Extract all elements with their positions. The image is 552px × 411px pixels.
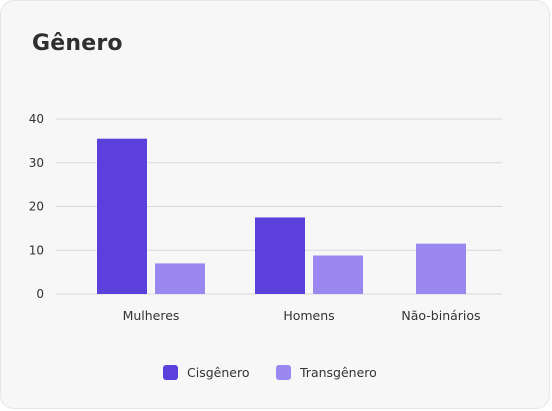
chart-title: Gênero — [32, 31, 123, 56]
y-tick-label-0: 0 — [36, 287, 44, 301]
bar-homens-cisgenero — [255, 217, 305, 294]
legend-item-cisgenero[interactable]: Cisgênero — [163, 365, 249, 380]
y-tick-label-30: 30 — [29, 156, 44, 170]
legend-swatch-cisgenero — [163, 365, 178, 380]
chart-legend: Cisgênero Transgênero — [1, 365, 551, 385]
bar-chart: 0 10 20 30 40 Mulheres Homens Não-binários — [29, 112, 502, 323]
legend-label-cisgenero: Cisgênero — [187, 365, 250, 380]
bar-homens-transgenero — [313, 255, 363, 294]
bar-n-o-bin-rios-transgenero — [416, 243, 466, 294]
y-tick-label-20: 20 — [29, 200, 44, 214]
y-tick-label-10: 10 — [29, 243, 44, 257]
y-tick-label-40: 40 — [29, 112, 44, 126]
legend-label-transgenero: Transgênero — [300, 365, 377, 380]
x-tick-label-0: Mulheres — [123, 308, 180, 323]
x-tick-label-1: Homens — [283, 308, 334, 323]
legend-swatch-transgenero — [276, 365, 291, 380]
bar-mulheres-transgenero — [155, 263, 205, 294]
legend-item-transgenero[interactable]: Transgênero — [276, 365, 377, 380]
bar-mulheres-cisgenero — [97, 138, 147, 294]
x-tick-label-2: Não-binários — [401, 308, 480, 323]
